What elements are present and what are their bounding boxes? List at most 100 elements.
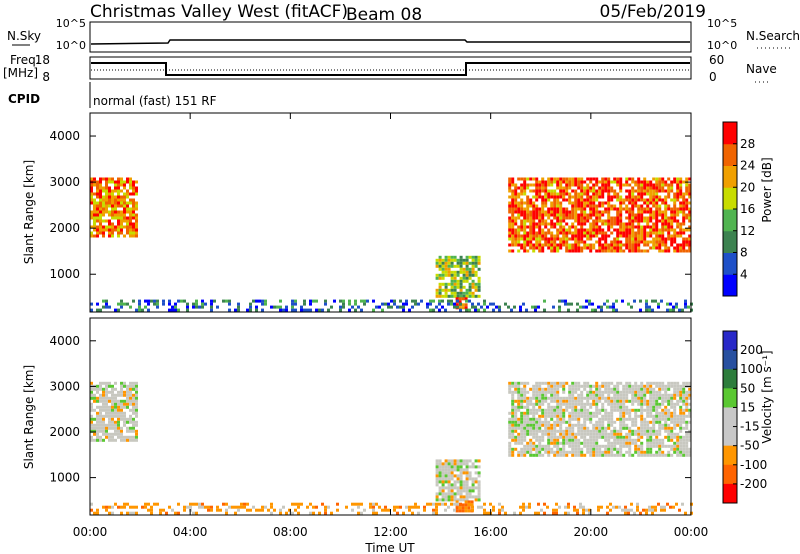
data-cell [210, 505, 213, 509]
data-cell [574, 423, 578, 427]
data-cell [447, 468, 451, 472]
data-cell [619, 402, 623, 406]
data-cell [459, 502, 462, 506]
data-cell [601, 237, 605, 241]
data-cell [565, 426, 569, 430]
data-cell [583, 417, 587, 421]
data-cell [111, 225, 114, 229]
data-cell [108, 219, 111, 223]
data-cell [619, 447, 623, 451]
data-cell [651, 308, 654, 312]
data-cell [580, 219, 584, 223]
data-cell [577, 228, 581, 232]
data-cell [577, 234, 581, 238]
data-cell [628, 234, 632, 238]
data-cell [646, 207, 650, 211]
data-cell [676, 393, 680, 397]
data-cell [679, 399, 683, 403]
data-cell [676, 177, 680, 181]
data-cell [640, 396, 644, 400]
data-cell [467, 506, 471, 510]
data-cell [634, 438, 638, 442]
data-cell [162, 299, 165, 303]
data-cell [216, 508, 219, 512]
data-cell [517, 381, 521, 385]
data-cell [105, 219, 108, 223]
data-cell [535, 186, 539, 190]
data-cell [607, 402, 611, 406]
data-cell [634, 183, 638, 187]
data-cell [135, 414, 138, 418]
data-cell [634, 216, 638, 220]
data-cell [108, 405, 111, 409]
data-cell [123, 198, 126, 202]
data-cell [396, 505, 399, 509]
data-cell [589, 189, 593, 193]
data-cell [685, 189, 689, 193]
data-cell [547, 237, 551, 241]
data-cell [486, 511, 489, 515]
data-cell [547, 240, 551, 244]
data-cell [661, 444, 665, 448]
data-cell [529, 411, 533, 415]
data-cell [520, 417, 524, 421]
data-cell [586, 429, 590, 433]
data-cell [517, 393, 521, 397]
data-cell [93, 429, 96, 433]
data-cell [93, 222, 96, 226]
data-cell [658, 246, 662, 250]
freq-label-bottom: [MHz] [3, 66, 38, 80]
data-cell [471, 505, 474, 509]
data-cell [541, 189, 545, 193]
data-cell [387, 305, 390, 309]
data-cell [108, 234, 111, 238]
data-cell [607, 438, 611, 442]
data-cell [628, 240, 632, 244]
data-cell [111, 399, 114, 403]
data-cell [492, 505, 495, 509]
data-cell [526, 243, 530, 247]
data-cell [526, 183, 530, 187]
data-cell [679, 186, 683, 190]
data-cell [685, 213, 689, 217]
data-cell [637, 396, 641, 400]
data-cell [574, 387, 578, 391]
data-cell [595, 447, 599, 451]
data-cell [598, 216, 602, 220]
data-cell [661, 249, 665, 253]
data-cell [471, 294, 475, 298]
data-cell [225, 511, 228, 515]
data-cell [670, 435, 674, 439]
data-cell [459, 471, 463, 475]
data-cell [598, 189, 602, 193]
data-cell [571, 216, 575, 220]
data-cell [102, 381, 105, 385]
data-cell [483, 511, 486, 515]
power-heatmap [90, 177, 693, 312]
data-cell [649, 435, 653, 439]
data-cell [477, 459, 481, 463]
data-cell [529, 426, 533, 430]
data-cell [535, 204, 539, 208]
data-cell [649, 183, 653, 187]
data-cell [573, 508, 576, 512]
data-cell [150, 508, 153, 512]
data-cell [420, 299, 423, 303]
data-cell [96, 302, 99, 306]
data-cell [327, 505, 330, 509]
data-cell [447, 505, 450, 509]
data-cell [467, 500, 471, 504]
data-cell [117, 435, 120, 439]
data-cell [574, 432, 578, 436]
data-cell [630, 502, 633, 506]
data-cell [610, 243, 614, 247]
data-cell [559, 228, 563, 232]
data-cell [129, 213, 132, 217]
data-cell [553, 414, 557, 418]
data-cell [679, 201, 683, 205]
data-cell [619, 228, 623, 232]
data-cell [658, 426, 662, 430]
data-cell [565, 396, 569, 400]
data-cell [99, 399, 102, 403]
data-cell [471, 305, 474, 309]
